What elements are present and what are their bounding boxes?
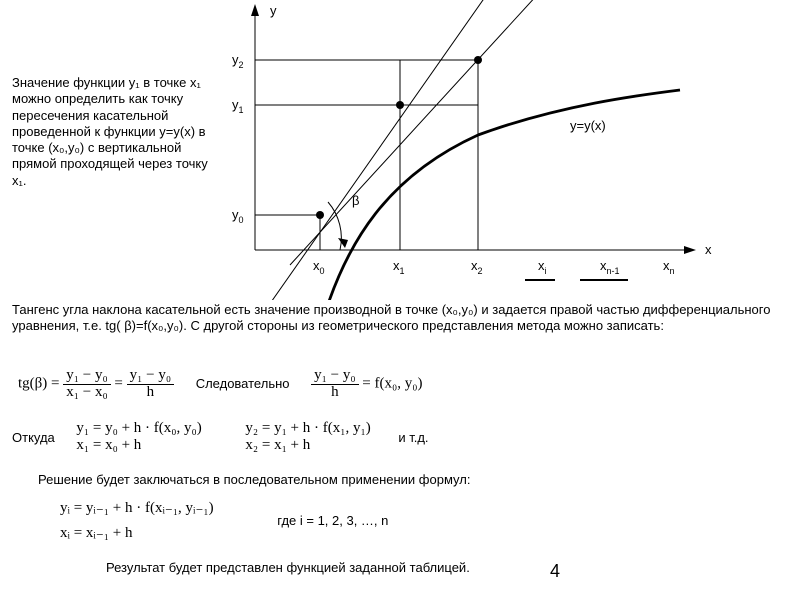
svg-text:y0: y0 xyxy=(232,207,244,225)
curve-label: y=y(x) xyxy=(570,118,606,133)
axis-x-label: x xyxy=(705,242,712,257)
point-x0y0 xyxy=(316,211,324,219)
page: y x β y2 y1 y0 x0 x1 x2 xi xn-1 xn xyxy=(0,0,800,600)
eq-step1: y₁ = y₀ + h · f(x₀, y₀) x₁ = x₀ + h xyxy=(76,420,201,454)
etc-label: и т.д. xyxy=(398,430,428,445)
side-explanation: Значение функции y₁ в точке x₁ можно опр… xyxy=(12,75,212,189)
svg-text:xn-1: xn-1 xyxy=(600,258,620,276)
axis-y-label: y xyxy=(270,3,277,18)
eq-general: yᵢ = yᵢ₋₁ + h · f(xᵢ₋₁, yᵢ₋₁) xᵢ = xᵢ₋₁ … xyxy=(60,498,214,542)
result-text: Результат будет представлен функцией зад… xyxy=(106,560,786,576)
euler-method-diagram: y x β y2 y1 y0 x0 x1 x2 xi xn-1 xn xyxy=(210,0,770,300)
svg-text:xi: xi xyxy=(538,258,547,276)
eq-tg-beta: tg(β) = y₁ − y₀x₁ − x₀ = y₁ − y₀h xyxy=(18,368,174,401)
eq-derivative: y₁ − y₀h = f(x₀, y₀) xyxy=(311,368,422,401)
from-label: Откуда xyxy=(12,430,55,445)
svg-text:x2: x2 xyxy=(471,258,483,276)
svg-text:xn: xn xyxy=(663,258,675,276)
svg-text:y2: y2 xyxy=(232,52,244,70)
consequently-label: Следовательно xyxy=(196,376,290,391)
where-label: где i = 1, 2, 3, …, n xyxy=(277,513,388,528)
svg-text:x1: x1 xyxy=(393,258,405,276)
svg-text:x0: x0 xyxy=(313,258,325,276)
eq-step2: y₂ = y₁ + h · f(x₁, y₁) x₂ = x₁ + h xyxy=(245,420,370,454)
paragraph-1: Тангенс угла наклона касательной есть зн… xyxy=(12,302,788,335)
point-x2y2 xyxy=(474,56,482,64)
page-number: 4 xyxy=(550,561,560,582)
angle-beta-label: β xyxy=(352,193,359,208)
svg-text:y1: y1 xyxy=(232,97,244,115)
point-x1y1 xyxy=(396,101,404,109)
paragraph-2: Решение будет заключаться в последовател… xyxy=(38,472,788,488)
